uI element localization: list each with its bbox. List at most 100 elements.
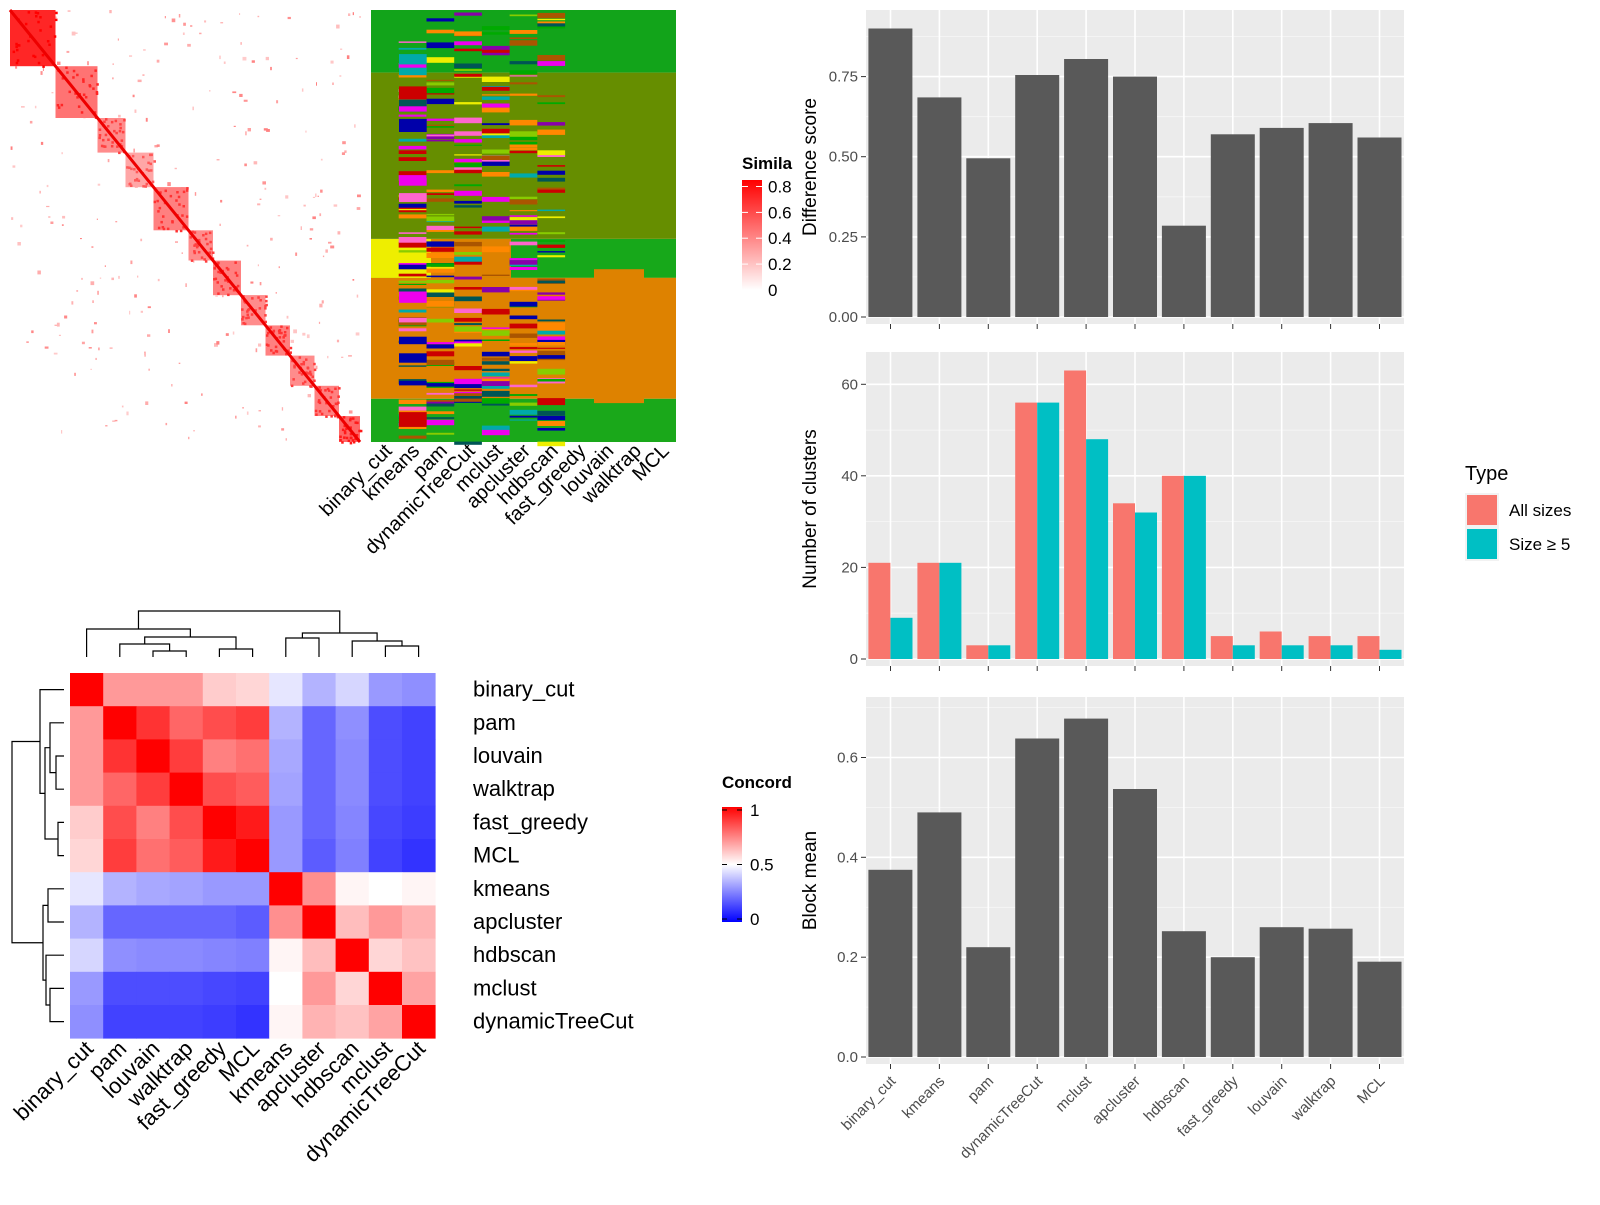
similarity-block-speckle	[179, 229, 183, 233]
label-strip-mark	[399, 353, 427, 363]
similarity-speckle	[66, 50, 70, 53]
difference-score-chart: 0.00 0.25 0.50 0.75 Difference score	[800, 10, 1404, 329]
similarity-block-speckle	[142, 185, 145, 188]
label-strip-mark	[454, 12, 482, 16]
concordance-cell	[70, 805, 104, 840]
concordance-legend-tick-label: 1	[750, 801, 759, 820]
label-strip-mark	[426, 342, 455, 345]
label-strip-mark	[454, 139, 482, 143]
similarity-speckle	[57, 61, 61, 65]
concordance-cell	[169, 1005, 204, 1039]
label-strip-mark	[426, 228, 455, 232]
similarity-block-speckle	[193, 244, 196, 247]
dendrogram-branch	[85, 628, 191, 657]
concordance-cell	[269, 772, 303, 807]
label-strip-mark	[481, 357, 510, 361]
concordance-cell	[335, 938, 370, 973]
similarity-colorbar	[742, 180, 762, 290]
label-strip-mark	[398, 41, 427, 43]
label-strip-mark	[537, 187, 566, 190]
concordance-heatmap: binary_cutpamlouvainwalktrapfast_greedyM…	[9, 610, 634, 1167]
label-strip-mark	[399, 67, 427, 76]
similarity-speckle	[201, 393, 203, 396]
similarity-block-speckle	[76, 73, 79, 77]
bar	[1308, 928, 1353, 1057]
similarity-block-speckle	[265, 343, 269, 346]
similarity-speckle	[344, 150, 347, 153]
similarity-block-speckle	[349, 417, 352, 420]
similarity-speckle	[290, 339, 294, 343]
similarity-speckle	[190, 25, 193, 27]
bar	[966, 947, 1011, 1057]
similarity-speckle	[348, 355, 352, 357]
similarity-speckle	[312, 216, 316, 220]
similarity-speckle	[112, 420, 116, 422]
label-strip-mark	[398, 435, 427, 439]
dendrogram-branch	[144, 636, 237, 649]
similarity-block-speckle	[33, 55, 37, 59]
concordance-cell	[368, 805, 403, 840]
label-strip-mark	[509, 136, 538, 141]
dendrogram-branch	[45, 954, 64, 1006]
dendrogram-branch	[301, 632, 378, 641]
y-tick-label: 0.00	[829, 309, 858, 326]
y-tick-label: 0	[850, 651, 858, 668]
similarity-speckle	[17, 242, 21, 246]
similarity-block-speckle	[128, 166, 131, 169]
similarity-speckle	[219, 55, 221, 60]
concordance-cell	[70, 673, 104, 707]
similarity-block-speckle	[110, 145, 114, 148]
concordance-cell	[70, 971, 104, 1006]
label-strip-mark	[481, 107, 510, 113]
label-strip-mark	[537, 177, 566, 182]
similarity-speckle	[156, 59, 160, 63]
similarity-block-speckle	[329, 396, 333, 399]
similarity-block-speckle	[251, 297, 254, 300]
similarity-block-speckle	[242, 322, 245, 325]
label-strip-mark	[426, 411, 455, 415]
label-strip-mark	[537, 415, 566, 421]
label-strip-mark	[537, 398, 566, 401]
similarity-speckle	[319, 303, 323, 308]
similarity-speckle	[98, 347, 100, 351]
similarity-block-speckle	[119, 126, 122, 130]
similarity-speckle	[317, 195, 319, 197]
bar-all-sizes	[1015, 402, 1038, 659]
similarity-block-speckle	[352, 417, 355, 420]
similarity-block-speckle	[313, 362, 316, 366]
label-strip-mark	[454, 190, 482, 196]
label-strip-mark	[399, 86, 427, 100]
similarity-speckle	[340, 48, 343, 50]
similarity-block-speckle	[185, 215, 189, 218]
label-strip-mark	[454, 169, 482, 174]
similarity-block-speckle	[337, 395, 340, 398]
label-strip-mark	[509, 196, 538, 200]
label-strip-mark	[481, 274, 510, 276]
similarity-block-speckle	[103, 120, 106, 124]
similarity-block-speckle	[84, 96, 88, 99]
concordance-cell	[236, 805, 270, 840]
similarity-speckle	[286, 315, 289, 319]
similarity-block-speckle	[264, 304, 267, 308]
dendrogram-branch	[49, 987, 64, 1023]
concordance-cell	[302, 905, 336, 939]
label-strip-mark	[426, 225, 455, 230]
label-strip-mark	[398, 114, 427, 117]
similarity-block-speckle	[104, 133, 108, 137]
label-strip-mark	[398, 399, 427, 404]
y-tick-label: 0.0	[837, 1049, 858, 1066]
similarity-block-speckle	[126, 166, 129, 169]
similarity-speckle	[341, 152, 345, 155]
concordance-cell	[269, 805, 303, 840]
label-strip-mark	[454, 41, 482, 46]
label-strip-mark	[454, 256, 482, 262]
label-strip-mark	[537, 170, 566, 175]
similarity-block-speckle	[274, 349, 278, 353]
similarity-speckle	[293, 329, 297, 334]
similarity-block-speckle	[161, 226, 165, 229]
concordance-cell	[70, 938, 104, 973]
similarity-speckle	[250, 281, 254, 284]
dendrogram-branch	[49, 722, 64, 774]
similarity-block-speckle	[219, 271, 222, 274]
similarity-speckle	[12, 165, 16, 168]
